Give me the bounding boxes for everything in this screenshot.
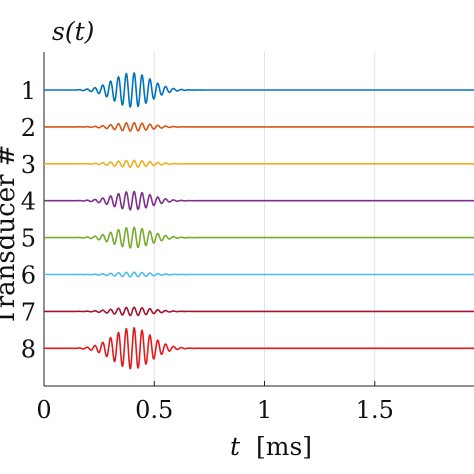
series-line-2	[43, 122, 474, 132]
tick-labels: 0 0.5 1 1.5 1 2 3 4 5 6 7 8	[21, 77, 394, 424]
x-tick-label: 1.5	[356, 396, 394, 424]
y-tick-label: 1	[21, 77, 36, 105]
series-line-5	[43, 226, 474, 249]
x-tick-label: 0.5	[135, 396, 173, 424]
y-tick-label: 2	[21, 114, 36, 142]
grid-lines	[153, 52, 376, 386]
y-tick-label: 4	[21, 188, 36, 216]
y-tick-label: 7	[21, 298, 36, 326]
series-line-7	[43, 306, 474, 317]
x-tick-label: 0	[36, 396, 51, 424]
series-line-6	[43, 271, 474, 278]
series-line-8	[43, 327, 474, 370]
y-axis-label: Transducer #	[0, 144, 21, 325]
axes	[43, 52, 474, 387]
series-line-4	[43, 190, 474, 211]
chart-title: s(t)	[52, 17, 94, 46]
series-line-1	[43, 72, 474, 108]
y-tick-label: 6	[21, 262, 36, 290]
x-axis-label: t [ms]	[230, 432, 312, 461]
x-axis-variable: t	[230, 432, 241, 461]
y-tick-label: 5	[21, 225, 36, 253]
x-axis-unit: [ms]	[256, 432, 312, 461]
series-line-3	[43, 159, 474, 168]
series-group	[43, 72, 474, 370]
y-tick-label: 3	[21, 151, 36, 179]
y-tick-label: 8	[21, 335, 36, 363]
x-tick-label: 1	[257, 396, 272, 424]
